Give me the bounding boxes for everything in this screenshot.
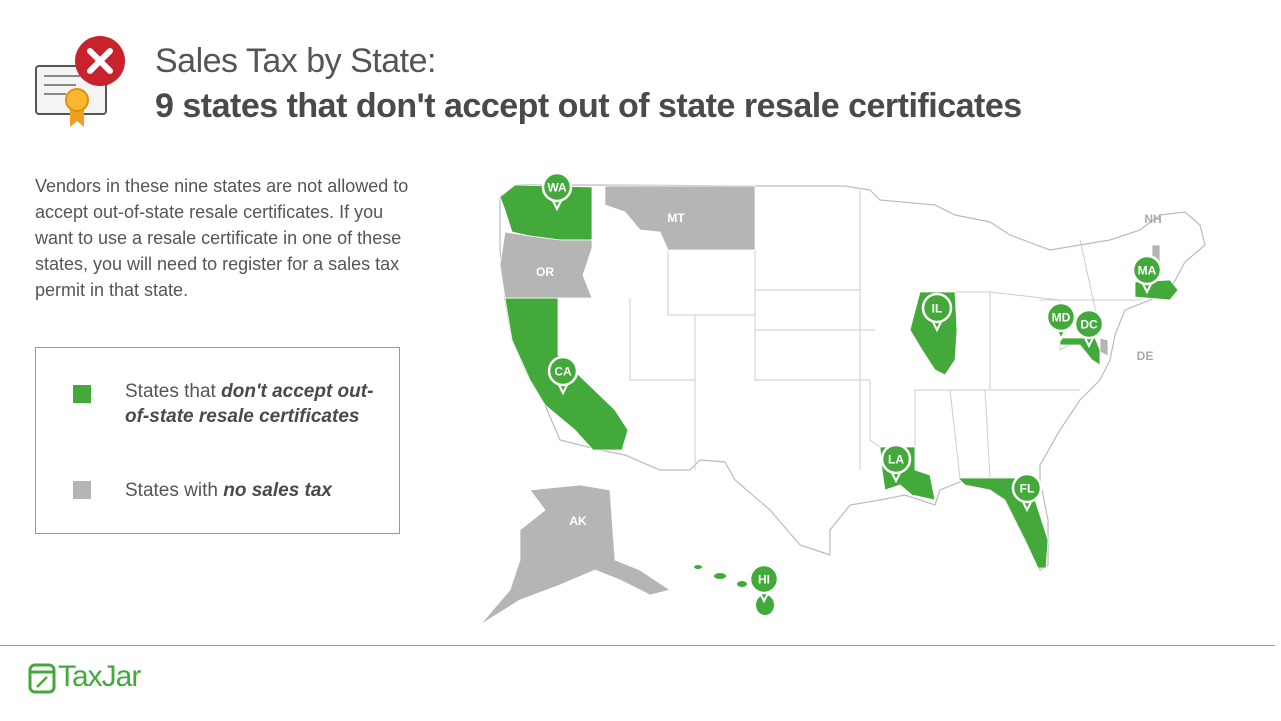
pin: LA — [880, 443, 912, 484]
state-green — [714, 573, 726, 579]
pin-head — [921, 292, 953, 324]
legend-swatch — [73, 385, 91, 403]
pin-head — [1131, 254, 1163, 286]
pin-label: WA — [547, 181, 567, 195]
state-label: NH — [1144, 212, 1161, 226]
state-gray — [479, 484, 671, 626]
state-green — [756, 595, 774, 615]
pin-label: DC — [1080, 318, 1098, 332]
legend-text: States that — [125, 381, 222, 402]
legend-emphasis: no sales tax — [223, 480, 332, 501]
pin-label: CA — [554, 365, 572, 379]
pin-label: MD — [1052, 311, 1071, 325]
pin-head — [1073, 308, 1105, 340]
state-label: OR — [536, 265, 554, 279]
state-green — [694, 565, 702, 569]
legend-swatch — [73, 481, 91, 499]
legend: States that don't accept out-of-state re… — [35, 347, 400, 534]
state-gray — [1099, 337, 1109, 357]
pin-label: FL — [1020, 482, 1035, 496]
pin-head — [880, 443, 912, 475]
legend-item: States that don't accept out-of-state re… — [125, 379, 375, 429]
divider — [0, 645, 1275, 646]
no-tax-labels: MT OR AK NH DE — [536, 211, 1162, 528]
pin: CA — [547, 355, 579, 396]
pin-label: LA — [888, 453, 904, 467]
description: Vendors in these nine states are not all… — [35, 176, 409, 300]
pin-label: HI — [758, 573, 770, 587]
pin-head — [1045, 301, 1077, 333]
logo: TaxJar — [58, 660, 141, 693]
pin: FL — [1011, 472, 1043, 513]
pin: IL — [921, 292, 953, 333]
pin: HI — [748, 563, 780, 604]
legend-text: States with — [125, 480, 224, 501]
subtitle: 9 states that don't accept out of state … — [155, 87, 1022, 125]
state-borders — [629, 186, 1140, 479]
pin-head — [1011, 472, 1043, 504]
state-gray — [604, 185, 756, 251]
state-label: DE — [1137, 349, 1154, 363]
pin: MD — [1045, 301, 1077, 342]
pin-label: MA — [1138, 264, 1157, 278]
pin: DC — [1073, 308, 1105, 349]
legend-emphasis: don't accept out-of-state resale certifi… — [125, 381, 374, 427]
pin-label: IL — [932, 302, 943, 316]
state-green — [737, 581, 747, 587]
state-label: MT — [667, 211, 685, 225]
pins: WA CA IL LA FL MD DC MA HI — [541, 171, 1163, 604]
state-gray — [499, 231, 593, 299]
pin-head — [547, 355, 579, 387]
pin-head — [541, 171, 573, 203]
legend-item: States with no sales tax — [125, 478, 375, 503]
state-label: AK — [569, 514, 587, 528]
pin: WA — [541, 171, 573, 212]
certificate-icon — [35, 36, 125, 127]
pin-head — [748, 563, 780, 595]
title: Sales Tax by State: — [155, 42, 436, 80]
pin: MA — [1131, 254, 1163, 295]
logo-icon — [28, 663, 56, 694]
us-map — [479, 184, 1206, 626]
